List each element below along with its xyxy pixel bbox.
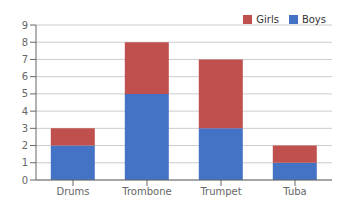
svg-text:0: 0 [22, 175, 28, 186]
svg-text:8: 8 [22, 37, 28, 48]
svg-text:5: 5 [22, 88, 28, 99]
svg-text:Trumpet: Trumpet [199, 186, 241, 197]
svg-text:9: 9 [22, 20, 28, 31]
svg-text:Trombone: Trombone [121, 186, 171, 197]
svg-text:2: 2 [22, 140, 28, 151]
svg-text:4: 4 [22, 106, 28, 117]
svg-text:Drums: Drums [56, 186, 89, 197]
svg-text:7: 7 [22, 54, 28, 65]
html-text:Girls: Girls [256, 14, 279, 25]
svg-text:Tuba: Tuba [282, 186, 306, 197]
html-text:Boys: Boys [301, 14, 326, 25]
svg-text:6: 6 [22, 71, 28, 82]
svg-text:1: 1 [22, 157, 28, 168]
svg-text:3: 3 [22, 123, 28, 134]
